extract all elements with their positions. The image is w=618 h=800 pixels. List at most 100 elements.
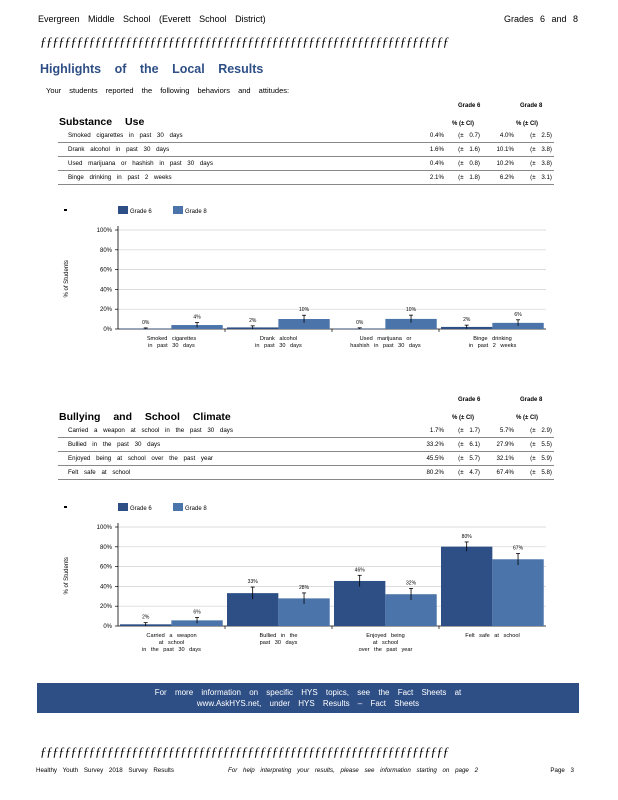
cell-g8ci: (± 2.9) xyxy=(516,424,554,438)
substance-use-table: Smoked cigarettes in past 30 days 0.4% (± … xyxy=(58,129,554,185)
t2-grade6-head: Grade 6 xyxy=(458,397,481,403)
category-label: at school xyxy=(159,640,184,646)
cell-g6: 33.2% xyxy=(407,437,446,452)
cell-g6: 80.2% xyxy=(407,465,446,480)
table-row: Smoked cigarettes in past 30 days 0.4% (± … xyxy=(58,129,554,143)
y-axis-label: % of Students xyxy=(64,260,70,297)
category-label: Drank alcohol xyxy=(260,336,297,342)
data-label: 6% xyxy=(514,312,522,318)
bar xyxy=(278,319,330,329)
cell-g6ci: (± 6.1) xyxy=(446,437,482,452)
t1-grade6-head: Grade 6 xyxy=(458,103,481,109)
section-title: Highlights of the Local Results xyxy=(40,62,264,76)
decorative-rule-bottom: ƒƒƒƒƒƒƒƒƒƒƒƒƒƒƒƒƒƒƒƒƒƒƒƒƒƒƒƒƒƒƒƒƒƒƒƒƒƒƒƒ… xyxy=(40,744,450,759)
cell-g8ci: (± 3.8) xyxy=(516,142,554,157)
y-tick-label: 20% xyxy=(100,307,113,313)
cell-item: Smoked cigarettes in past 30 days xyxy=(58,129,410,143)
t1-ci-head-6: % (± CI) xyxy=(452,121,474,127)
cell-item: Binge drinking in past 2 weeks xyxy=(58,170,410,185)
category-label: over the past year xyxy=(359,647,413,653)
cell-g6ci: (± 0.7) xyxy=(446,129,482,143)
table-row: Used marijuana or hashish in past 30 day… xyxy=(58,156,554,171)
y-tick-label: 40% xyxy=(100,584,113,590)
t2-ci-head-8: % (± CI) xyxy=(516,415,538,421)
data-label: 80% xyxy=(462,534,473,540)
cell-g6ci: (± 0.8) xyxy=(446,156,482,171)
cell-g8: 10.2% xyxy=(482,156,516,171)
category-label: in past 30 days xyxy=(148,343,195,349)
cell-g6: 0.4% xyxy=(409,129,446,143)
category-label: hashish in past 30 days xyxy=(350,343,421,349)
footer-help[interactable]: For help interpreting your results, plea… xyxy=(228,767,479,774)
legend-label: Grade 6 xyxy=(130,209,152,215)
fact-sheets-banner: For more information on specific HYS top… xyxy=(37,683,579,713)
cell-g6: 2.1% xyxy=(409,170,446,185)
cell-g6ci: (± 1.8) xyxy=(446,170,482,185)
data-label: 46% xyxy=(355,567,366,573)
category-label: Binge drinking xyxy=(473,336,511,342)
bullying-chart: Grade 6 Grade 8 % of Students 0% 20% 40% 60% 80… xyxy=(64,503,546,653)
y-tick-label: 0% xyxy=(103,624,112,630)
bar xyxy=(441,546,493,626)
banner-line-2[interactable]: www.AskHYS.net, under HYS Results – Fact… xyxy=(196,699,420,708)
cell-g8ci: (± 5.9) xyxy=(516,451,554,466)
banner-line-1: For more information on specific HYS top… xyxy=(154,688,462,697)
cell-item: Drank alcohol in past 30 days xyxy=(58,142,410,157)
y-tick-label: 80% xyxy=(100,248,113,254)
y-tick-label: 60% xyxy=(100,268,113,274)
cell-g8ci: (± 3.8) xyxy=(516,156,554,171)
legend-swatch xyxy=(173,206,183,214)
cell-g6: 45.5% xyxy=(407,451,446,466)
cell-item: Carried a weapon at school in the past 3… xyxy=(58,424,408,438)
cell-item: Felt safe at school xyxy=(58,465,408,480)
t2-title: Bullying and School Climate xyxy=(59,411,231,423)
y-tick-label: 60% xyxy=(100,565,113,571)
t1-grade8-head: Grade 8 xyxy=(520,103,543,109)
category-label: Smoked cigarettes xyxy=(147,336,197,342)
table-row: Enjoyed being at school over the past ye… xyxy=(58,451,554,466)
y-axis-label: % of Students xyxy=(64,557,70,594)
legend-swatch xyxy=(118,503,128,511)
y-tick-label: 0% xyxy=(103,327,112,333)
cell-g6: 1.6% xyxy=(409,142,446,157)
cell-g8: 5.7% xyxy=(482,424,516,438)
intro-text: Your students reported the following beh… xyxy=(46,86,290,95)
category-label: in past 2 weeks xyxy=(469,343,517,349)
legend-swatch xyxy=(118,206,128,214)
table-row: Carried a weapon at school in the past 3… xyxy=(58,424,554,438)
y-tick-label: 80% xyxy=(100,545,113,551)
data-label: 4% xyxy=(193,315,201,321)
cell-g8: 10.1% xyxy=(482,142,516,157)
data-label: 2% xyxy=(463,317,471,323)
t1-title: Substance Use xyxy=(59,116,145,128)
cell-g8ci: (± 2.5) xyxy=(516,129,554,143)
legend-label: Grade 6 xyxy=(130,506,152,512)
category-label: Felt safe at school xyxy=(465,633,519,639)
cell-g6: 0.4% xyxy=(409,156,446,171)
cell-g8ci: (± 5.8) xyxy=(516,465,554,480)
y-tick-label: 100% xyxy=(97,228,113,234)
y-tick-label: 100% xyxy=(97,525,113,531)
t2-grade8-head: Grade 8 xyxy=(520,397,543,403)
footer-page: Page 3 xyxy=(550,767,574,774)
data-label: 0% xyxy=(142,320,150,326)
cell-g8: 6.2% xyxy=(482,170,516,185)
school-name: Evergreen Middle School (Everett School … xyxy=(38,14,266,24)
table-row: Drank alcohol in past 30 days 1.6% (± 1.6)… xyxy=(58,142,554,157)
cell-g6ci: (± 1.6) xyxy=(446,142,482,157)
cell-g6ci: (± 4.7) xyxy=(446,465,482,480)
cell-g8ci: (± 5.5) xyxy=(516,437,554,452)
bullying-table: Carried a weapon at school in the past 3… xyxy=(58,424,554,480)
decorative-rule-top: ƒƒƒƒƒƒƒƒƒƒƒƒƒƒƒƒƒƒƒƒƒƒƒƒƒƒƒƒƒƒƒƒƒƒƒƒƒƒƒƒ… xyxy=(40,34,450,49)
category-label: Carried a weapon xyxy=(146,633,196,639)
legend-marker xyxy=(64,209,67,211)
data-label: 6% xyxy=(193,609,201,615)
data-label: 67% xyxy=(513,546,524,552)
cell-item: Bullied in the past 30 days xyxy=(58,437,408,452)
data-label: 33% xyxy=(248,579,259,585)
table-row: Binge drinking in past 2 weeks 2.1% (± 1.8… xyxy=(58,170,554,185)
footer-survey: Healthy Youth Survey 2018 Survey Results xyxy=(36,767,174,774)
legend-label: Grade 8 xyxy=(185,209,207,215)
cell-g6ci: (± 5.7) xyxy=(446,451,482,466)
data-label: 28% xyxy=(299,585,310,591)
